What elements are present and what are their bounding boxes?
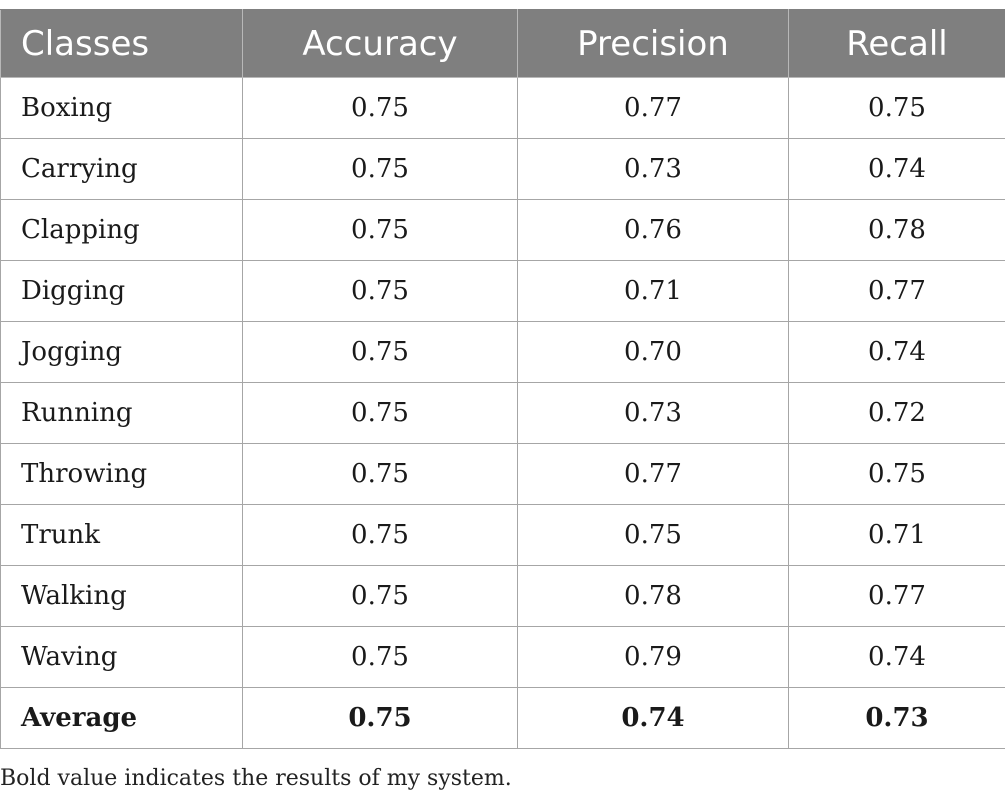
- recall-cell: 0.71: [788, 504, 1005, 566]
- table-row: Boxing 0.75 0.77 0.75: [0, 77, 1005, 139]
- precision-cell: 0.71: [517, 260, 789, 322]
- header-classes: Classes: [0, 9, 243, 78]
- accuracy-cell: 0.75: [242, 626, 518, 688]
- accuracy-cell: 0.75: [242, 504, 518, 566]
- precision-cell: 0.75: [517, 504, 789, 566]
- average-accuracy-cell: 0.75: [242, 687, 518, 749]
- table-header: Classes Accuracy Precision Recall: [0, 9, 1005, 78]
- accuracy-cell: 0.75: [242, 382, 518, 444]
- table-row: Carrying 0.75 0.73 0.74: [0, 138, 1005, 200]
- accuracy-cell: 0.75: [242, 321, 518, 383]
- recall-cell: 0.75: [788, 443, 1005, 505]
- recall-cell: 0.78: [788, 199, 1005, 261]
- header-precision: Precision: [517, 9, 789, 78]
- results-table: Classes Accuracy Precision Recall Boxing…: [0, 9, 1005, 749]
- accuracy-cell: 0.75: [242, 199, 518, 261]
- header-accuracy: Accuracy: [242, 9, 518, 78]
- precision-cell: 0.77: [517, 443, 789, 505]
- recall-cell: 0.77: [788, 260, 1005, 322]
- table-row: Trunk 0.75 0.75 0.71: [0, 504, 1005, 566]
- table-row: Jogging 0.75 0.70 0.74: [0, 321, 1005, 383]
- table-footnote: Bold value indicates the results of my s…: [0, 766, 512, 791]
- accuracy-cell: 0.75: [242, 443, 518, 505]
- recall-cell: 0.75: [788, 77, 1005, 139]
- class-name-cell: Waving: [0, 626, 243, 688]
- precision-cell: 0.73: [517, 138, 789, 200]
- accuracy-cell: 0.75: [242, 260, 518, 322]
- precision-cell: 0.77: [517, 77, 789, 139]
- recall-cell: 0.74: [788, 138, 1005, 200]
- table-row: Walking 0.75 0.78 0.77: [0, 565, 1005, 627]
- class-name-cell: Digging: [0, 260, 243, 322]
- accuracy-cell: 0.75: [242, 565, 518, 627]
- recall-cell: 0.74: [788, 626, 1005, 688]
- recall-cell: 0.72: [788, 382, 1005, 444]
- table-row: Digging 0.75 0.71 0.77: [0, 260, 1005, 322]
- table-row: Waving 0.75 0.79 0.74: [0, 626, 1005, 688]
- class-name-cell: Carrying: [0, 138, 243, 200]
- precision-cell: 0.70: [517, 321, 789, 383]
- precision-cell: 0.76: [517, 199, 789, 261]
- average-label-cell: Average: [0, 687, 243, 749]
- table-row: Throwing 0.75 0.77 0.75: [0, 443, 1005, 505]
- average-row: Average 0.75 0.74 0.73: [0, 687, 1005, 749]
- table-row: Running 0.75 0.73 0.72: [0, 382, 1005, 444]
- class-name-cell: Walking: [0, 565, 243, 627]
- class-name-cell: Trunk: [0, 504, 243, 566]
- results-table-container: Classes Accuracy Precision Recall Boxing…: [0, 9, 1005, 749]
- class-name-cell: Throwing: [0, 443, 243, 505]
- recall-cell: 0.77: [788, 565, 1005, 627]
- accuracy-cell: 0.75: [242, 77, 518, 139]
- class-name-cell: Jogging: [0, 321, 243, 383]
- precision-cell: 0.78: [517, 565, 789, 627]
- recall-cell: 0.74: [788, 321, 1005, 383]
- precision-cell: 0.79: [517, 626, 789, 688]
- header-row: Classes Accuracy Precision Recall: [0, 9, 1005, 78]
- accuracy-cell: 0.75: [242, 138, 518, 200]
- table-body: Boxing 0.75 0.77 0.75 Carrying 0.75 0.73…: [0, 77, 1005, 749]
- header-recall: Recall: [788, 9, 1005, 78]
- class-name-cell: Boxing: [0, 77, 243, 139]
- class-name-cell: Clapping: [0, 199, 243, 261]
- table-row: Clapping 0.75 0.76 0.78: [0, 199, 1005, 261]
- class-name-cell: Running: [0, 382, 243, 444]
- average-recall-cell: 0.73: [788, 687, 1005, 749]
- precision-cell: 0.73: [517, 382, 789, 444]
- average-precision-cell: 0.74: [517, 687, 789, 749]
